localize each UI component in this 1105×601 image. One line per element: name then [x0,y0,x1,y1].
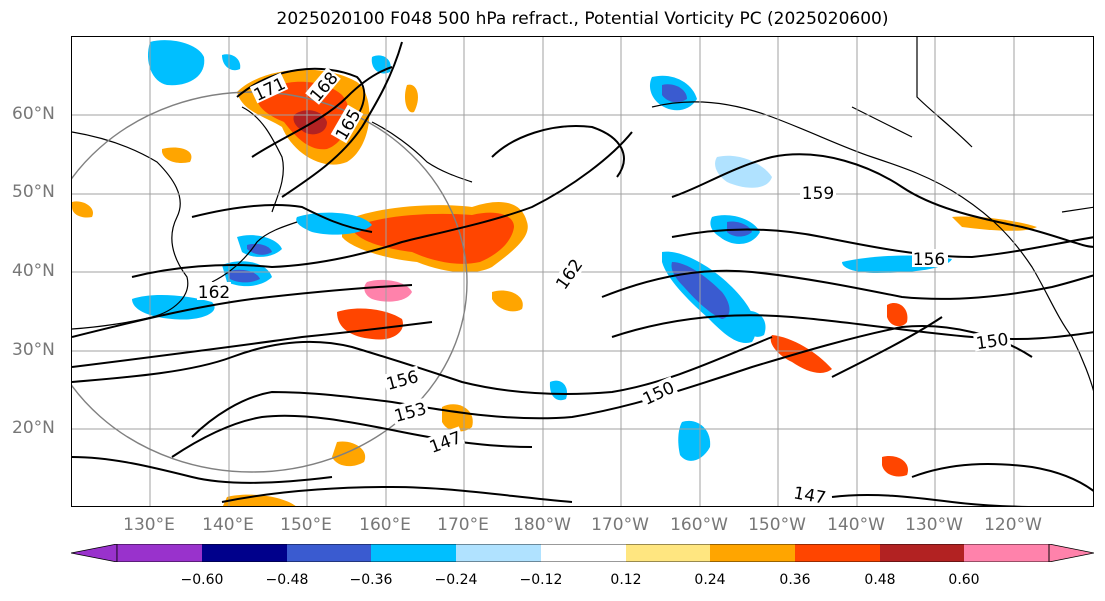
colorbar-bin-2 [202,544,287,562]
colorbar-tick-060: 0.60 [948,572,980,588]
colorbar-bin-5 [456,544,541,562]
lon-label-130w: 130°W [905,515,963,535]
lon-label-180w: 180°W [513,515,571,535]
range-circle [72,91,468,473]
colorbar-bin-1 [117,544,202,562]
colorbar-tick-m036: −0.36 [349,572,393,588]
colorbar-extend-low [71,544,118,562]
colorbar-tick-m048: −0.48 [265,572,309,588]
coastlines [72,37,1093,392]
colorbar-tick-024: 0.24 [694,572,726,588]
colorbar-tick-012: 0.12 [610,572,642,588]
lat-label-30n: 30°N [12,340,55,360]
colorbar-tick-m024: −0.24 [434,572,478,588]
colorbar-bin-7 [626,544,711,562]
lat-label-20n: 20°N [12,418,55,438]
contour-label-156: 156 [384,367,421,395]
geopotential-contours [72,41,1093,506]
colorbar-tick-m012: −0.12 [519,572,563,588]
colorbar-tick-m060: −0.60 [180,572,224,588]
contour-label-159: 159 [802,184,834,204]
map-title: 2025020100 F048 500 hPa refract., Potent… [276,9,889,29]
colorbar-bin-9 [795,544,880,562]
colorbar-bin-8 [710,544,795,562]
contour-label-162-central: 162 [552,256,587,294]
negative-anomaly-shading [132,40,952,461]
positive-anomaly-shading [72,69,1037,506]
lon-label-150w: 150°W [748,515,806,535]
colorbar-bin-3 [287,544,372,562]
lat-label-40n: 40°N [12,261,55,281]
lon-label-120w: 120°W [984,515,1042,535]
lon-label-160e: 160°E [359,515,411,535]
colorbar-bin-11 [964,544,1049,562]
lon-label-170w: 170°W [591,515,649,535]
contour-label-147: 147 [427,428,464,458]
colorbar-tick-048: 0.48 [864,572,896,588]
colorbar-tick-036: 0.36 [779,572,811,588]
contour-label-162-west: 162 [198,283,230,303]
map-panel: 171 168 165 162 162 159 156 156 153 150 … [71,36,1094,507]
colorbar-bin-10 [880,544,965,562]
lon-label-130e: 130°E [123,515,175,535]
lon-label-140e: 140°E [202,515,254,535]
colorbar-bin-6 [541,544,626,562]
colorbar [71,544,1094,562]
lat-label-60n: 60°N [12,104,55,124]
lat-label-50n: 50°N [12,182,55,202]
lon-label-160w: 160°W [670,515,728,535]
map-svg: 171 168 165 162 162 159 156 156 153 150 … [72,37,1093,507]
colorbar-extend-high [1048,544,1094,562]
lon-label-170e: 170°E [437,515,489,535]
colorbar-bin-4 [371,544,456,562]
contour-label-147-south: 147 [792,483,827,507]
lon-label-150e: 150°E [280,515,332,535]
contour-label-150-east: 150 [975,330,1010,354]
contour-label-156-east: 156 [913,250,945,270]
lon-label-140w: 140°W [827,515,885,535]
